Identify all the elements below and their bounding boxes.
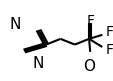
Text: N: N (33, 56, 44, 71)
Text: O: O (82, 59, 94, 74)
Text: N: N (10, 17, 21, 32)
Text: F: F (85, 14, 93, 28)
Text: F: F (105, 43, 113, 57)
Text: F: F (105, 25, 113, 39)
